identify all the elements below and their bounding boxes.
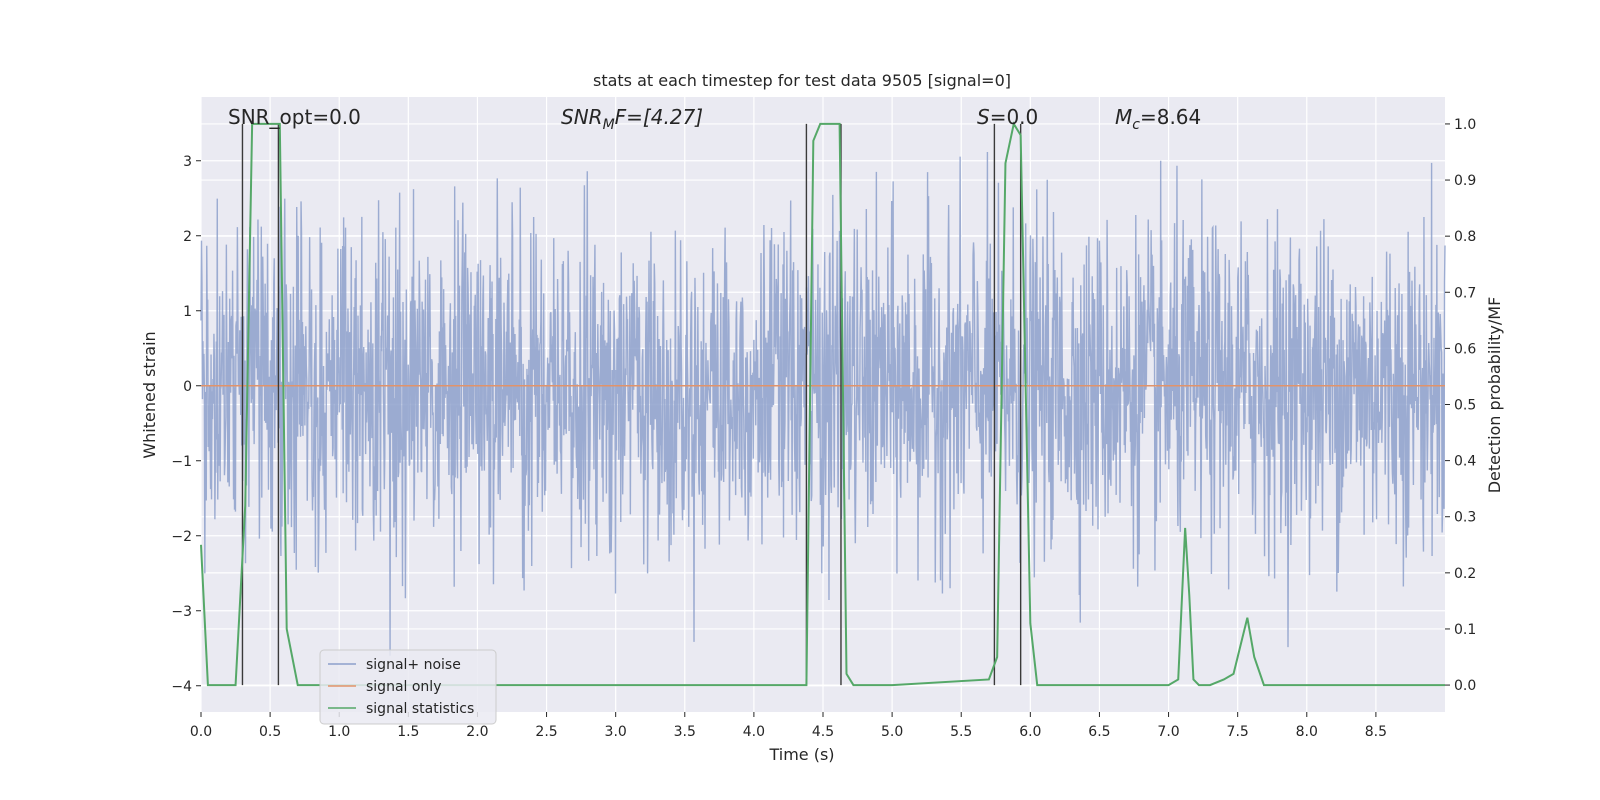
x-tick-label: 8.5 <box>1365 724 1387 740</box>
y-tick-label-right: 1.0 <box>1454 117 1476 133</box>
y-tick-label-right: 0.1 <box>1454 622 1476 638</box>
x-tick-label: 5.0 <box>881 724 903 740</box>
y-tick-label-left: 3 <box>183 154 192 170</box>
y-tick-label-right: 0.8 <box>1454 229 1476 245</box>
x-tick-label: 5.5 <box>950 724 972 740</box>
axes: 0.0 0.5 1.0 1.5 2.0 2.5 3.0 3.5 4.0 4.5 5.0 5.5 6.0 6… <box>171 117 1476 740</box>
y-tick-label-left: 1 <box>183 304 192 320</box>
legend-label-signal-statistics: signal statistics <box>366 701 474 717</box>
annotation-snr-mf-sub: M <box>603 117 615 133</box>
y-tick-label-right: 0.3 <box>1454 510 1476 526</box>
x-tick-label: 2.0 <box>466 724 488 740</box>
x-tick-label: 7.5 <box>1227 724 1249 740</box>
signal-noise-line <box>200 152 1446 656</box>
x-tick-label: 0.0 <box>190 724 212 740</box>
signal-statistics-line <box>200 121 1445 687</box>
y-tick-label-right: 0.7 <box>1454 285 1476 301</box>
y-axis-label-right: Detection probability/MF <box>1485 297 1504 494</box>
y-tick-label-left: −1 <box>171 454 192 470</box>
legend-label-signal-noise: signal+ noise <box>366 657 461 673</box>
annotation-snr-mf: SNRMF=[4.27] <box>561 105 703 133</box>
x-tick-label: 4.0 <box>743 724 765 740</box>
y-tick-label-left: −4 <box>171 679 192 695</box>
x-tick-label: 6.5 <box>1088 724 1110 740</box>
annotation-mc-sub: c <box>1132 117 1140 133</box>
x-tick-label: 8.0 <box>1296 724 1318 740</box>
series-signal-statistics <box>200 121 1445 687</box>
y-tick-label-right: 0.6 <box>1454 341 1476 357</box>
x-axis-label: Time (s) <box>768 745 834 764</box>
y-tick-label-right: 0.0 <box>1454 678 1476 694</box>
chart-title: stats at each timestep for test data 950… <box>593 71 1011 90</box>
annotation-s-italic: S <box>977 105 990 129</box>
x-tick-label: 7.0 <box>1157 724 1179 740</box>
y-axis-label-left: Whitened strain <box>140 331 159 458</box>
x-tick-label: 1.5 <box>397 724 419 740</box>
x-tick-label: 3.0 <box>605 724 627 740</box>
y-tick-label-left: −2 <box>171 529 192 545</box>
annotation-snr-mf-rest: F=[4.27] <box>615 105 703 129</box>
legend-label-signal-only: signal only <box>366 679 441 695</box>
annotation-mc-italic: M <box>1115 105 1132 129</box>
annotation-s: S=0.0 <box>977 105 1038 129</box>
x-tick-label: 4.5 <box>812 724 834 740</box>
y-tick-label-left: −3 <box>171 604 192 620</box>
legend: signal+ noise signal only signal statist… <box>319 649 497 725</box>
y-tick-label-left: 2 <box>183 229 192 245</box>
x-tick-label: 2.5 <box>535 724 557 740</box>
y-tick-label-right: 0.9 <box>1454 173 1476 189</box>
annotation-s-rest: =0.0 <box>990 105 1039 129</box>
x-tick-label: 0.5 <box>259 724 281 740</box>
annotation-snr-mf-base: SNR <box>561 105 603 129</box>
annotation-mc: Mc=8.64 <box>1115 105 1201 133</box>
y-tick-label-right: 0.4 <box>1454 454 1476 470</box>
y-tick-label-right: 0.2 <box>1454 566 1476 582</box>
annotation-snr-opt: SNR_opt=0.0 <box>228 105 361 129</box>
y-tick-label-right: 0.5 <box>1454 398 1476 414</box>
x-tick-label: 6.0 <box>1019 724 1041 740</box>
legend-box <box>319 649 497 725</box>
series-signal-noise <box>200 152 1446 656</box>
annotation-mc-rest: =8.64 <box>1140 105 1201 129</box>
y-tick-label-left: 0 <box>183 379 192 395</box>
x-tick-label: 3.5 <box>674 724 696 740</box>
x-tick-label: 1.0 <box>328 724 350 740</box>
